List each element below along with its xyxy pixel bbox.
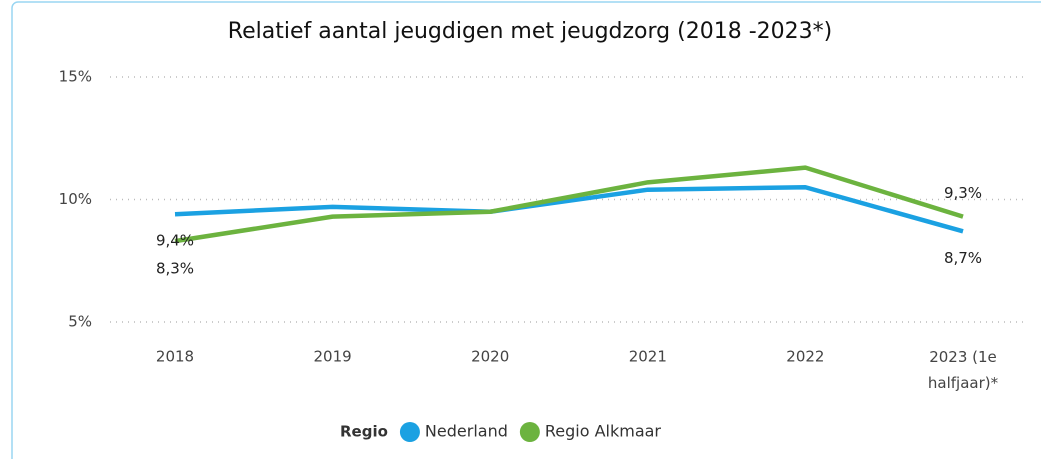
series-line xyxy=(174,165,964,244)
x-tick-label: 2021 xyxy=(629,348,667,366)
legend-label: Regio Alkmaar xyxy=(545,422,662,441)
legend-title: Regio xyxy=(340,423,388,441)
y-tick-label: 5% xyxy=(68,313,92,331)
x-tick-label: 2020 xyxy=(471,348,509,366)
data-label: 9,4% xyxy=(156,232,194,250)
x-tick-label: 2022 xyxy=(786,348,824,366)
data-label: 9,3% xyxy=(944,184,982,202)
data-label: 8,3% xyxy=(156,260,194,278)
x-tick-label-line: halfjaar)* xyxy=(928,374,999,392)
x-tick-label: 2018 xyxy=(156,348,194,366)
series-line xyxy=(174,185,964,234)
data-label: 8,7% xyxy=(944,249,982,267)
legend-swatch xyxy=(399,422,420,442)
x-tick-label: 2023 (1e halfjaar)* xyxy=(928,348,999,392)
y-tick-label: 10% xyxy=(59,190,92,208)
x-tick-label: 2019 xyxy=(314,348,352,366)
chart-title: Relatief aantal jeugdigen met jeugdzorg … xyxy=(228,19,832,44)
x-tick-label-line: 2023 (1e xyxy=(929,348,997,366)
legend-label: Nederland xyxy=(425,422,508,441)
frame xyxy=(11,1,1041,459)
y-tick-label: 15% xyxy=(59,68,92,86)
legend-swatch xyxy=(519,422,540,442)
